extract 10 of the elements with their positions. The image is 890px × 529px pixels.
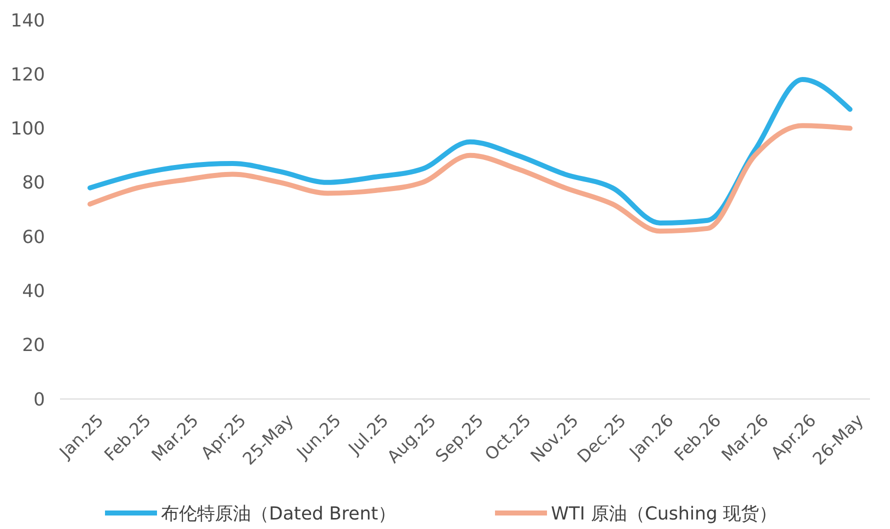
y-tick-label: 140	[10, 10, 45, 32]
legend-label: 布伦特原油（Dated Brent）	[161, 503, 396, 524]
y-tick-label: 20	[22, 335, 45, 356]
y-tick-label: 80	[22, 172, 45, 194]
legend-label: WTI 原油（Cushing 现货）	[551, 503, 778, 524]
y-tick-label: 40	[22, 281, 45, 302]
y-tick-label: 60	[22, 226, 45, 248]
y-tick-label: 100	[10, 118, 45, 140]
y-tick-label: 120	[10, 64, 45, 86]
y-tick-label: 0	[34, 389, 45, 410]
